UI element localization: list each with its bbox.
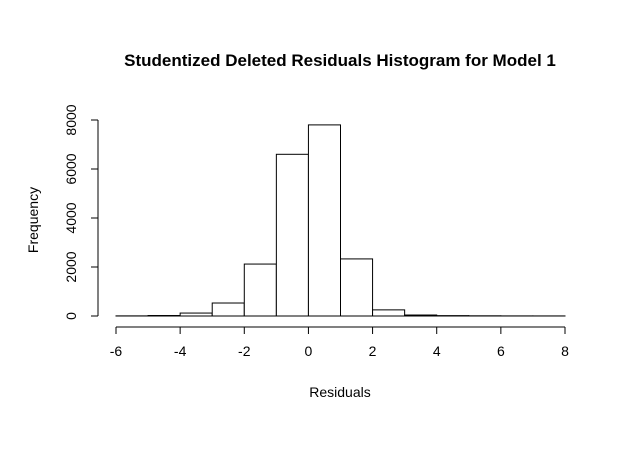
x-axis: -6 -4 -2 0 2 4 6 8 bbox=[110, 326, 569, 359]
x-tick-label: -4 bbox=[174, 343, 187, 359]
y-tick-label: 6000 bbox=[63, 153, 79, 184]
y-tick-label: 8000 bbox=[63, 104, 79, 135]
histogram-bar bbox=[179, 312, 213, 317]
histogram-bar bbox=[372, 309, 406, 317]
x-tick-label: -6 bbox=[110, 343, 123, 359]
y-axis-label: Frequency bbox=[25, 187, 41, 253]
chart-title: Studentized Deleted Residuals Histogram … bbox=[124, 51, 556, 70]
histogram-bar bbox=[340, 258, 374, 317]
y-tick-label: 0 bbox=[63, 312, 79, 320]
histogram-bar bbox=[211, 302, 245, 317]
y-axis: 0 2000 4000 6000 8000 bbox=[63, 104, 99, 320]
y-tick-label: 2000 bbox=[63, 251, 79, 282]
histogram-bar bbox=[275, 153, 309, 317]
x-tick-label: -2 bbox=[238, 343, 251, 359]
histogram-bar bbox=[404, 314, 438, 317]
histogram-bar bbox=[243, 263, 277, 317]
histogram-bars bbox=[115, 124, 566, 317]
x-tick-label: 8 bbox=[561, 343, 569, 359]
x-tick-label: 2 bbox=[369, 343, 377, 359]
x-tick-label: 4 bbox=[433, 343, 441, 359]
x-axis-label: Residuals bbox=[309, 384, 370, 400]
histogram-bar bbox=[307, 124, 341, 317]
x-tick-label: 6 bbox=[497, 343, 505, 359]
y-tick-label: 4000 bbox=[63, 202, 79, 233]
x-tick-label: 0 bbox=[305, 343, 313, 359]
